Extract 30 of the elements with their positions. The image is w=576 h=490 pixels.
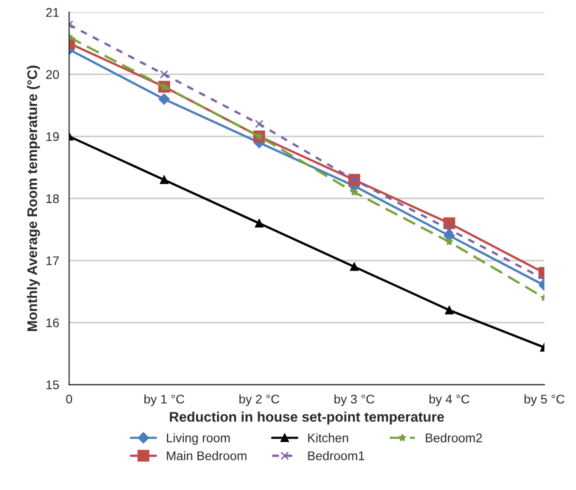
y-tick-label: 20 — [46, 70, 59, 79]
point — [255, 120, 264, 128]
point — [158, 94, 170, 105]
x-tick-label: by 5 °C — [524, 394, 564, 406]
point — [445, 238, 454, 246]
point — [255, 219, 264, 228]
y-tick-label: 19 — [46, 132, 59, 142]
point — [445, 306, 454, 314]
x-tick-label: 0 — [66, 394, 72, 404]
x-tick-label: by 1 °C — [144, 394, 184, 406]
x-tick-label: by 4 °C — [430, 394, 470, 406]
point — [350, 262, 358, 271]
legend-label: Bedroom1 — [308, 451, 364, 460]
legend-label: Bedroom2 — [426, 433, 482, 442]
point — [350, 188, 358, 196]
point — [445, 225, 454, 234]
y-axis-title: Monthly Average Room temperature (°C) — [26, 66, 40, 331]
y-tick-label: 18 — [46, 194, 59, 204]
y-tick-label: 17 — [46, 256, 59, 266]
x-axis-title: Reduction in house set-point temperature — [170, 412, 444, 425]
legend-label: Main Bedroom — [166, 451, 246, 460]
y-tick-label: 15 — [46, 380, 59, 390]
x-tick-label: by 2 °C — [239, 394, 280, 406]
y-tick-label: 16 — [46, 318, 59, 328]
x-tick-label: by 3 °C — [334, 394, 374, 406]
legend-label: Kitchen — [308, 433, 348, 442]
point — [160, 70, 168, 78]
point — [160, 176, 168, 184]
y-tick-label: 21 — [46, 8, 59, 17]
legend-label: Living room — [166, 433, 230, 445]
